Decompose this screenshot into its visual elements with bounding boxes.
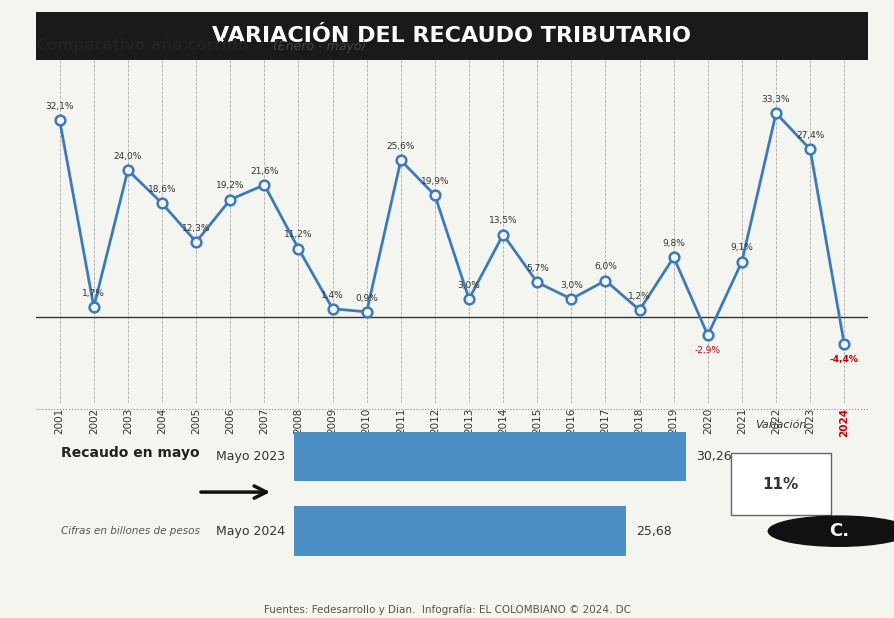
Text: 3,0%: 3,0% bbox=[560, 281, 582, 290]
Bar bbox=[293, 506, 626, 556]
Text: Variación: Variación bbox=[755, 420, 805, 430]
Bar bbox=[293, 431, 685, 481]
Text: 18,6%: 18,6% bbox=[148, 185, 176, 194]
Text: 25,68: 25,68 bbox=[636, 525, 671, 538]
Text: C.: C. bbox=[828, 522, 848, 540]
Text: 32,1%: 32,1% bbox=[46, 102, 74, 111]
Text: 25,6%: 25,6% bbox=[386, 142, 415, 151]
Text: Fuentes: Fedesarrollo y Dian.  Infografía: EL COLOMBIANO © 2024. DC: Fuentes: Fedesarrollo y Dian. Infografía… bbox=[264, 604, 630, 615]
Text: 13,5%: 13,5% bbox=[488, 216, 517, 226]
Text: 11,2%: 11,2% bbox=[284, 231, 312, 239]
Text: 0,9%: 0,9% bbox=[355, 294, 377, 303]
Text: 12,3%: 12,3% bbox=[181, 224, 210, 233]
Circle shape bbox=[767, 516, 894, 546]
Text: 30,26: 30,26 bbox=[695, 450, 730, 463]
Text: Comparativo año corrido: Comparativo año corrido bbox=[36, 38, 248, 53]
Text: Mayo 2023: Mayo 2023 bbox=[216, 450, 285, 463]
Text: Mayo 2024: Mayo 2024 bbox=[216, 525, 285, 538]
Text: (Enero - mayo): (Enero - mayo) bbox=[273, 40, 366, 53]
FancyBboxPatch shape bbox=[730, 453, 830, 515]
Text: 1,2%: 1,2% bbox=[628, 292, 650, 301]
Text: 3,0%: 3,0% bbox=[457, 281, 480, 290]
Text: 1,4%: 1,4% bbox=[321, 290, 343, 300]
Text: -4,4%: -4,4% bbox=[829, 355, 857, 365]
Text: 11%: 11% bbox=[762, 476, 798, 491]
Text: VARIACIÓN DEL RECAUDO TRIBUTARIO: VARIACIÓN DEL RECAUDO TRIBUTARIO bbox=[212, 26, 691, 46]
Text: 6,0%: 6,0% bbox=[594, 263, 616, 271]
Text: 9,1%: 9,1% bbox=[730, 243, 753, 252]
Text: 1,7%: 1,7% bbox=[82, 289, 105, 298]
Text: 24,0%: 24,0% bbox=[114, 152, 142, 161]
Text: 27,4%: 27,4% bbox=[795, 131, 823, 140]
Text: -2,9%: -2,9% bbox=[694, 346, 720, 355]
Text: Cifras en billones de pesos: Cifras en billones de pesos bbox=[61, 526, 199, 536]
Text: 19,9%: 19,9% bbox=[420, 177, 449, 186]
Text: 9,8%: 9,8% bbox=[662, 239, 685, 248]
Text: 5,7%: 5,7% bbox=[526, 265, 548, 273]
Text: 33,3%: 33,3% bbox=[761, 95, 789, 104]
Text: Recaudo en mayo: Recaudo en mayo bbox=[61, 446, 199, 460]
Text: 19,2%: 19,2% bbox=[215, 182, 244, 190]
Text: 21,6%: 21,6% bbox=[249, 167, 278, 176]
